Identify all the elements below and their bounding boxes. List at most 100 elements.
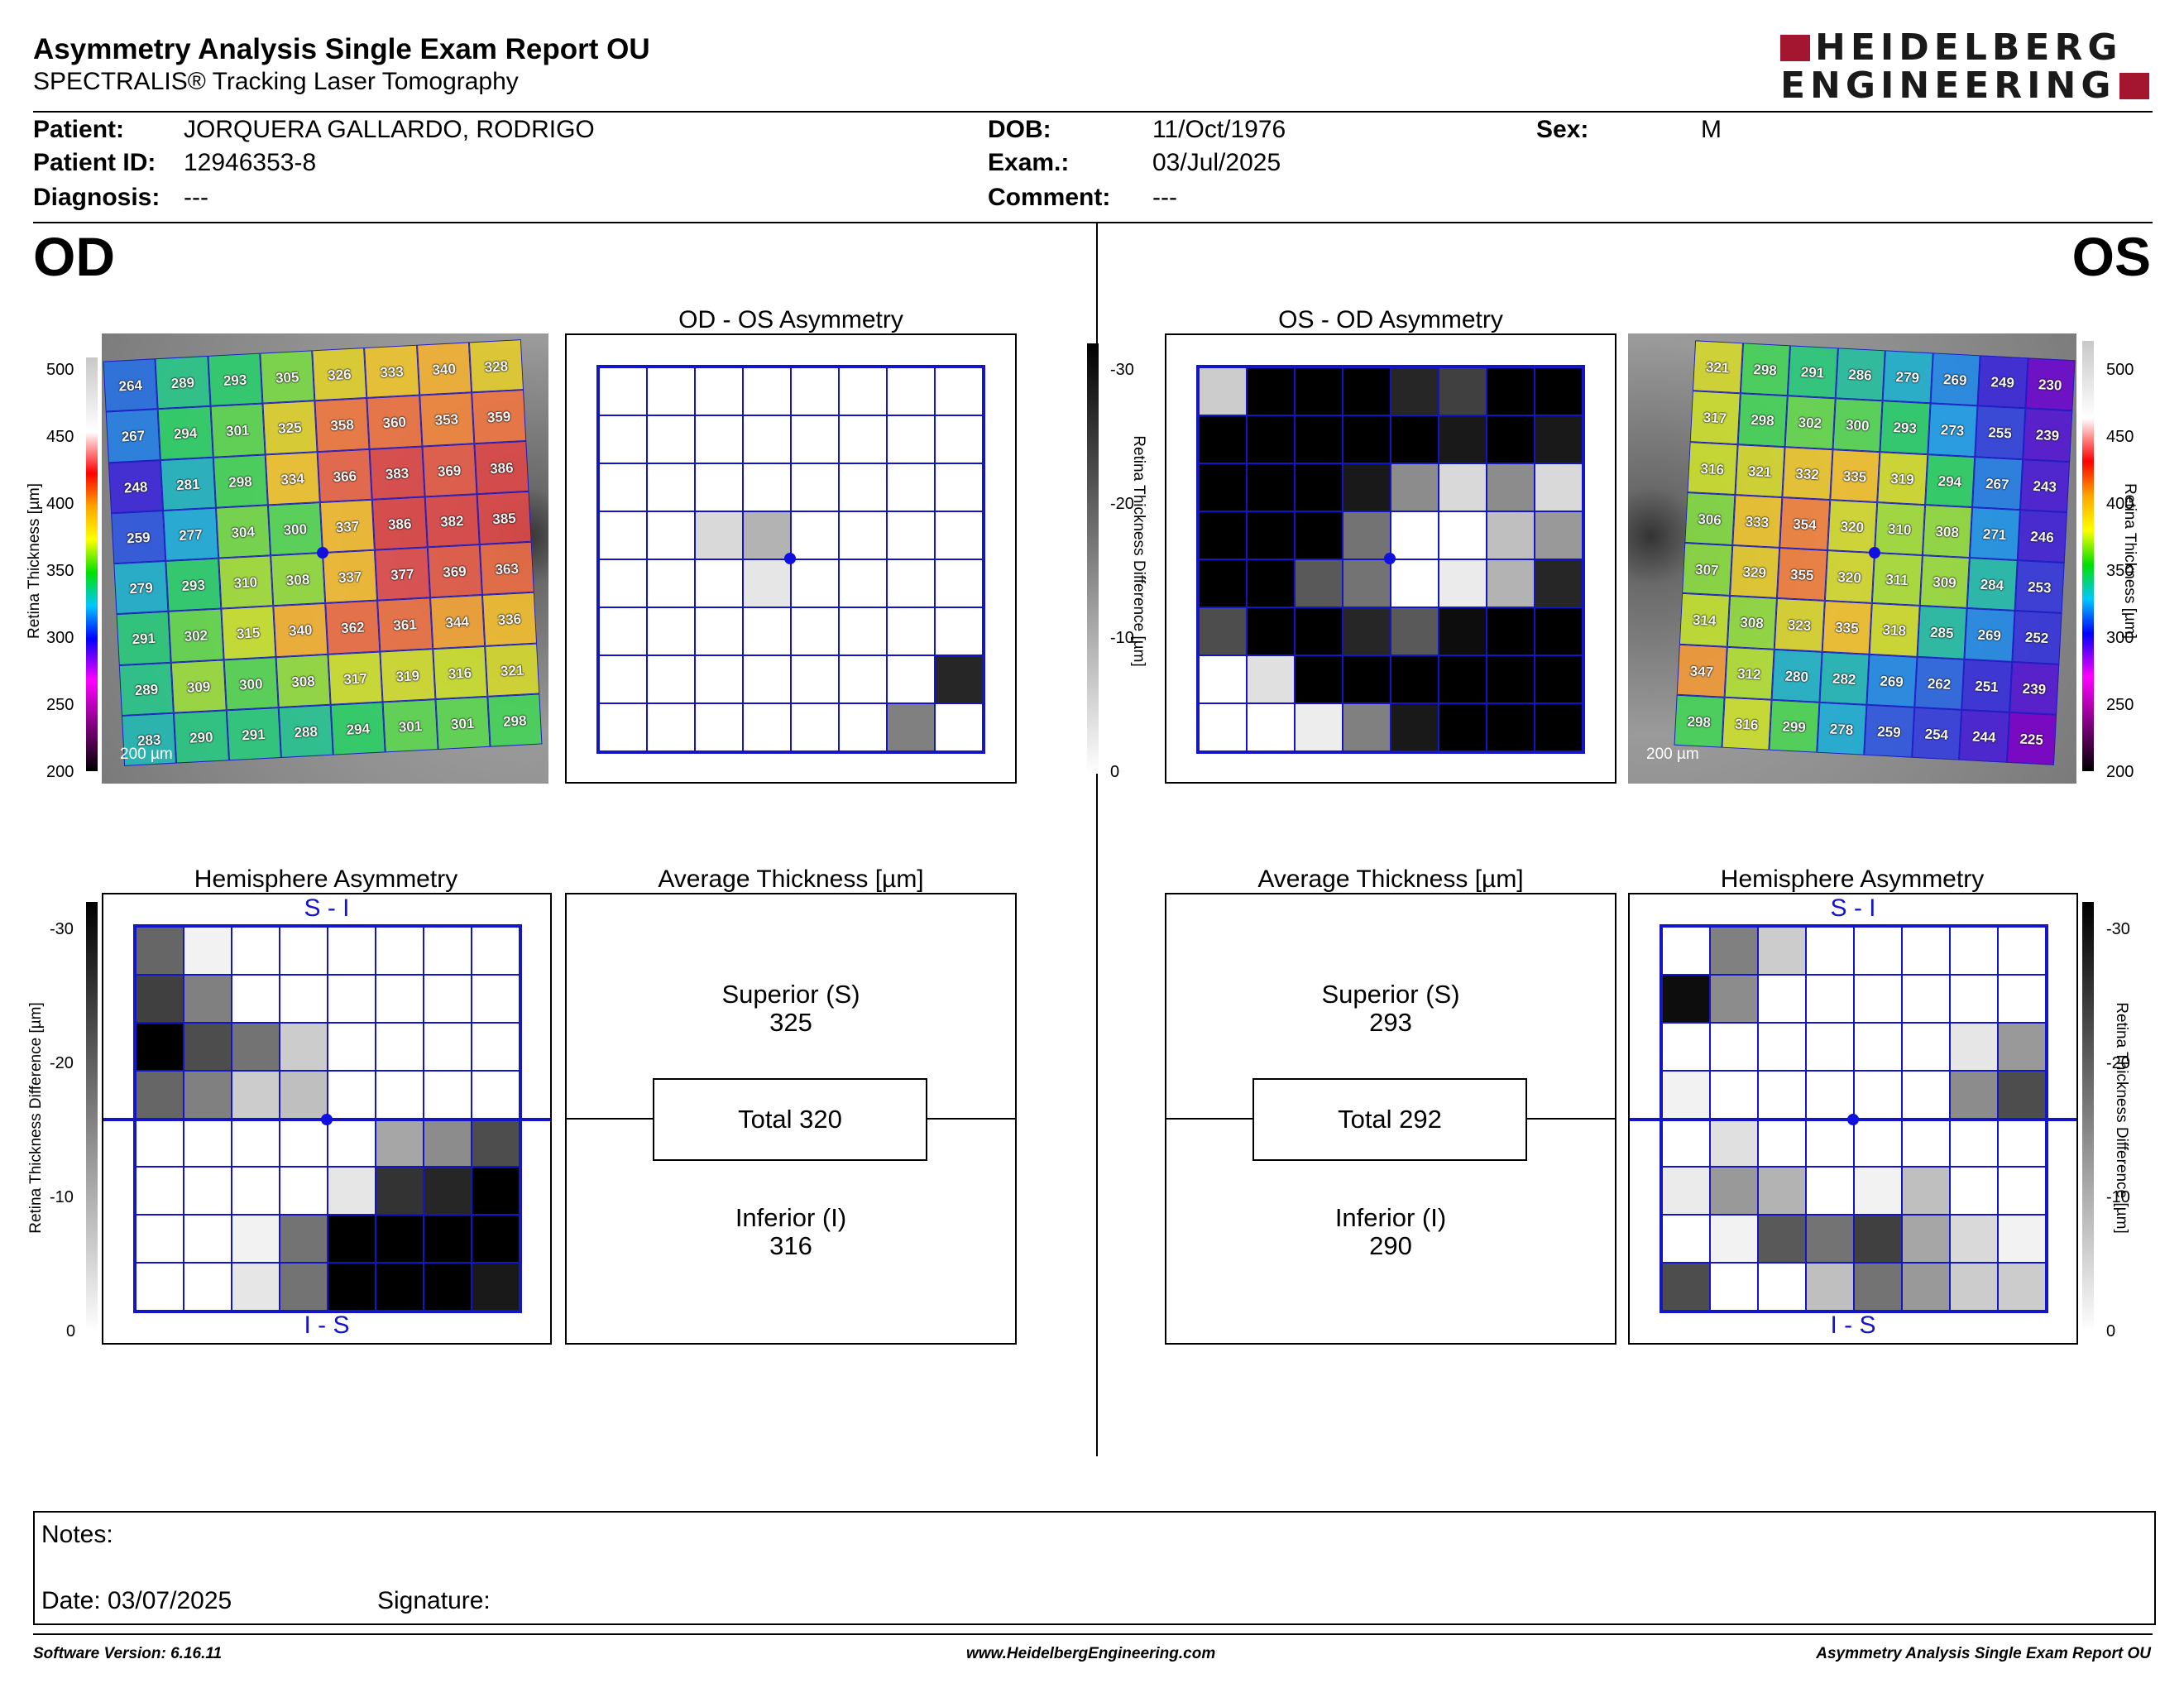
- os-asym-cell: [1391, 607, 1439, 655]
- od-hemi-cell: [376, 975, 424, 1023]
- os-fovea-dot: [1384, 553, 1396, 564]
- os-hemi-cell: [1854, 975, 1902, 1023]
- od-thickness-map: 264 289 293 305 326 333 340 328 267 294 301 325 358 3…: [103, 339, 543, 766]
- exam-label: Exam.:: [988, 149, 1070, 176]
- od-hemi-cell: [184, 1119, 232, 1167]
- od-hemi-cell: [328, 1215, 376, 1263]
- od-hemi-cell: [232, 1215, 280, 1263]
- os-asym-cell: [1247, 367, 1295, 415]
- od-thickness-cell: 361: [377, 597, 433, 652]
- od-fundus-image: 264 289 293 305 326 333 340 328 267 294 301 325 358 3…: [102, 333, 548, 784]
- os-asym-cell: [1487, 655, 1535, 703]
- os-hemi-cell: [1710, 1167, 1758, 1215]
- os-hemi-cell: [1950, 1167, 1998, 1215]
- od-hemi-tick: -30: [50, 920, 74, 938]
- os-hemi-cell: [1902, 927, 1950, 975]
- od-heading: OD: [33, 226, 115, 287]
- os-asym-cell: [1487, 703, 1535, 751]
- od-hemi-cell: [232, 975, 280, 1023]
- os-thickness-cell: 278: [1816, 702, 1867, 755]
- od-hemi-cell: [424, 1071, 472, 1119]
- od-asym-cell: [743, 367, 791, 415]
- os-thickness-cell: 267: [1972, 456, 2023, 510]
- os-thickness-cell: 262: [1913, 656, 1965, 710]
- od-asym-cell: [839, 367, 887, 415]
- os-scale-tick: 500: [2106, 361, 2134, 379]
- od-thickness-cell: 308: [275, 654, 331, 707]
- od-hemi-tick: -20: [50, 1054, 74, 1072]
- os-thickness-cell: 299: [1769, 699, 1819, 753]
- logo-square-top: [1780, 35, 1810, 61]
- od-hemi-cell: [328, 1119, 376, 1167]
- os-thickness-cell: 230: [2024, 357, 2076, 411]
- os-hemi-cell: [1806, 975, 1854, 1023]
- od-thickness-cell: 359: [471, 390, 527, 444]
- od-asym-cell: [695, 415, 743, 463]
- od-hemi-cell: [472, 1215, 520, 1263]
- od-hemi-cell: [472, 1023, 520, 1071]
- os-asym-cell: [1391, 367, 1439, 415]
- od-hemi-cell: [472, 1119, 520, 1167]
- os-od-asym-title: OS - OD Asymmetry: [1278, 306, 1503, 333]
- od-thickness-cell: 382: [424, 493, 480, 548]
- os-asym-cell: [1535, 607, 1583, 655]
- od-thickness-cell: 290: [174, 710, 229, 764]
- patient-id-label: Patient ID:: [33, 149, 156, 176]
- od-thickness-cell: 294: [330, 702, 386, 755]
- od-hemi-cell: [184, 1263, 232, 1311]
- os-asym-cell: [1391, 511, 1439, 559]
- od-hemi-diff-label: Retina Thickness Difference [µm]: [26, 1002, 45, 1234]
- os-thickness-cell: 335: [1829, 448, 1880, 502]
- os-asym-cell: [1487, 367, 1535, 415]
- os-hemi-cell: [1902, 1023, 1950, 1071]
- os-thickness-cell: 252: [2011, 611, 2062, 664]
- os-superior-label: Superior (S): [1321, 980, 1460, 1009]
- os-thickness-cell: 285: [1917, 606, 1967, 659]
- os-hemi-cell: [1998, 927, 2046, 975]
- od-asym-cell: [743, 607, 791, 655]
- od-hemi-cell: [280, 1119, 328, 1167]
- od-asym-cell: [743, 511, 791, 559]
- od-hemi-cell: [184, 1167, 232, 1215]
- od-avg-panel: Superior (S) 325 Total 320 Inferior (I) …: [565, 893, 1017, 1345]
- center-diff-label: Retina Thickness Difference [µm]: [1129, 435, 1147, 667]
- os-hemi-cell: [1758, 1263, 1806, 1311]
- os-hemi-cell: [1998, 1167, 2046, 1215]
- os-thickness-cell: 307: [1682, 542, 1732, 597]
- os-hemi-cell: [1662, 1263, 1710, 1311]
- od-asym-cell: [791, 607, 839, 655]
- os-asym-cell: [1295, 511, 1343, 559]
- od-asym-cell: [791, 511, 839, 559]
- center-divider: [1096, 223, 1098, 1456]
- os-hemi-cell: [1854, 1167, 1902, 1215]
- os-thickness-cell: 298: [1737, 393, 1788, 447]
- od-hemi-cell: [232, 1263, 280, 1311]
- os-scale-tick: 200: [2106, 763, 2134, 781]
- od-hemi-tick: 0: [66, 1322, 76, 1340]
- footer-divider: [33, 1633, 2153, 1635]
- os-asym-cell: [1247, 463, 1295, 511]
- od-hemi-cell: [136, 1263, 184, 1311]
- od-superior-value: 325: [769, 1008, 812, 1037]
- os-asym-cell: [1199, 655, 1247, 703]
- os-hemi-cell: [1950, 1263, 1998, 1311]
- od-thickness-cell: 340: [416, 342, 472, 396]
- os-asym-cell: [1391, 415, 1439, 463]
- os-thickness-cell: 319: [1877, 451, 1928, 505]
- od-hemi-cell: [376, 1119, 424, 1167]
- website: www.HeidelbergEngineering.com: [966, 1645, 1216, 1662]
- od-asym-cell: [695, 463, 743, 511]
- os-hemi-cell: [1662, 1071, 1710, 1119]
- od-thickness-cell: 310: [218, 555, 274, 609]
- os-asym-cell: [1343, 559, 1391, 607]
- od-hemi-cell: [184, 927, 232, 975]
- od-thickness-cell: 301: [382, 698, 438, 753]
- os-hemi-cell: [1998, 1071, 2046, 1119]
- notes-box[interactable]: Notes: Date: 03/07/2025 Signature:: [33, 1511, 2156, 1625]
- os-scale-tick: 400: [2106, 495, 2134, 513]
- os-asym-cell: [1247, 511, 1295, 559]
- od-thickness-cell: 301: [434, 696, 491, 750]
- od-hemi-cell: [424, 1215, 472, 1263]
- os-thickness-cell: 316: [1687, 441, 1738, 495]
- os-asym-cell: [1535, 511, 1583, 559]
